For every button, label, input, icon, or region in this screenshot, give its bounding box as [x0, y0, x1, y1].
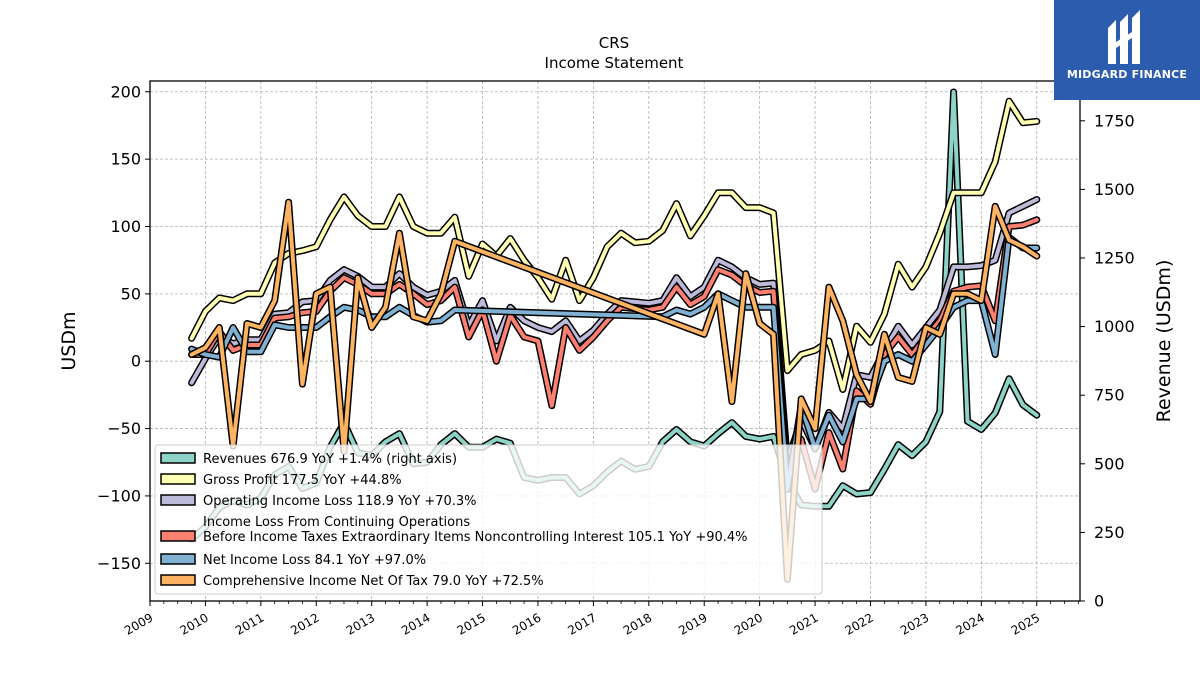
x-tick-label: 2019 — [676, 610, 709, 637]
x-tick-label: 2023 — [898, 610, 931, 637]
legend-swatch — [160, 553, 196, 565]
y2-tick-label: 1500 — [1094, 180, 1135, 199]
legend-swatch — [160, 530, 196, 542]
legend-label: Operating Income Loss 118.9 YoY +70.3% — [203, 494, 477, 509]
x-tick-label: 2014 — [399, 610, 432, 637]
x-tick-label: 2010 — [177, 610, 210, 637]
legend-box — [154, 444, 823, 595]
x-tick-label: 2025 — [1009, 610, 1042, 637]
logo-mark-icon — [1108, 10, 1140, 64]
series-2 — [188, 97, 1041, 393]
series-line — [189, 200, 1039, 582]
series-6 — [188, 198, 1041, 583]
x-tick-label: 2018 — [621, 610, 654, 637]
legend-label: Income Loss From Continuing Operations — [203, 515, 470, 530]
x-tick-label: 2015 — [455, 610, 488, 637]
y2-tick-label: 0 — [1094, 592, 1104, 611]
chart-subtitle: Income Statement — [545, 54, 684, 72]
left-axis-ticks: −150 −100 −50 0 50 100 150 200 — [97, 82, 150, 573]
x-tick-label: 2017 — [565, 610, 598, 637]
x-tick-label: 2013 — [344, 610, 377, 637]
y-tick-label: 150 — [110, 150, 141, 169]
x-tick-label: 2024 — [953, 610, 986, 637]
y-tick-label: 50 — [121, 284, 141, 303]
y2-tick-label: 1750 — [1094, 111, 1135, 130]
logo-text: MIDGARD FINANCE — [1066, 68, 1188, 81]
legend-swatch — [160, 494, 196, 506]
chart-title: CRS — [599, 34, 629, 52]
x-axis-ticks: 2009 2010 2011 2012 2013 2014 2015 2016 2017 2018… — [122, 601, 1079, 638]
series-layer — [188, 88, 1041, 583]
left-axis-label: USDm — [58, 311, 80, 370]
series-3 — [188, 196, 1041, 466]
series-line — [189, 99, 1039, 392]
x-tick-label: 2011 — [233, 610, 266, 637]
legend-label: Comprehensive Income Net Of Tax 79.0 YoY… — [203, 574, 544, 589]
y-tick-label: 100 — [110, 217, 141, 236]
x-tick-label: 2022 — [843, 610, 876, 637]
legend-label-line2: Before Income Taxes Extraordinary Items … — [203, 530, 748, 545]
y-tick-label: 0 — [131, 352, 141, 371]
y-tick-label: −50 — [107, 419, 141, 438]
legend: Revenues 676.9 YoY +1.4% (right axis) Gro… — [154, 444, 823, 595]
midgard-finance-logo: MIDGARD FINANCE — [1054, 0, 1200, 100]
series-line — [189, 197, 1039, 465]
legend-swatch — [160, 473, 196, 485]
y2-tick-label: 250 — [1094, 523, 1125, 542]
y2-tick-label: 750 — [1094, 386, 1125, 405]
right-axis-label: Revenue (USDm) — [1153, 260, 1175, 423]
y-tick-label: −100 — [97, 486, 141, 505]
x-tick-label: 2016 — [510, 610, 543, 637]
legend-swatch — [160, 452, 196, 464]
legend-label: Revenues 676.9 YoY +1.4% (right axis) — [203, 452, 457, 467]
right-axis-ticks: 0 250 500 750 1000 1250 1500 1750 — [1080, 111, 1135, 611]
x-tick-label: 2021 — [787, 610, 820, 637]
x-tick-label: 2009 — [122, 610, 155, 637]
y-tick-label: −150 — [97, 554, 141, 573]
legend-label: Net Income Loss 84.1 YoY +97.0% — [203, 553, 426, 568]
plot-frame — [149, 80, 1081, 602]
legend-label: Gross Profit 177.5 YoY +44.8% — [203, 473, 402, 488]
y2-tick-label: 1250 — [1094, 248, 1135, 267]
y2-tick-label: 1000 — [1094, 317, 1135, 336]
legend-swatch — [160, 574, 196, 586]
x-tick-label: 2012 — [288, 610, 321, 637]
x-tick-label: 2020 — [732, 610, 765, 637]
y2-tick-label: 500 — [1094, 454, 1125, 473]
y-tick-label: 200 — [110, 82, 141, 101]
